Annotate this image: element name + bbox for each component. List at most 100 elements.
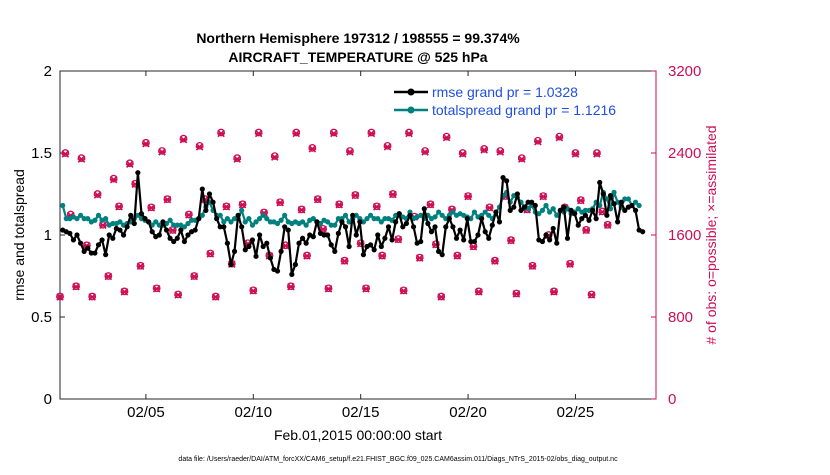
rmse-point (131, 220, 137, 227)
totalspread-point (382, 216, 388, 222)
rmse-point (74, 232, 80, 238)
rmse-point (389, 237, 395, 243)
obs-assimilated-marker (437, 293, 446, 301)
obs-possible-marker (346, 147, 354, 155)
obs-assimilated-marker (577, 196, 585, 205)
totalspread-point (332, 222, 338, 228)
rmse-point (321, 232, 327, 238)
rmse-point (110, 235, 116, 241)
rmse-point (181, 238, 188, 245)
totalspread-point (171, 222, 177, 228)
obs-assimilated-marker (324, 285, 333, 293)
obs-assimilated-marker (512, 290, 521, 298)
rmse-point (167, 235, 173, 241)
obs-assimilated-marker (362, 285, 370, 293)
obs-assimilated-marker (56, 293, 64, 301)
obs-possible-marker (405, 128, 413, 137)
legend-rmse-marker (407, 88, 415, 96)
obs-assimilated-marker (426, 200, 435, 209)
y-right-tick-label: 0 (668, 391, 676, 408)
obs-assimilated-marker (297, 206, 306, 214)
rmse-point (328, 242, 334, 248)
obs-assimilated-marker (195, 143, 204, 151)
rmse-point (450, 224, 456, 230)
obs-assimilated-marker (389, 190, 397, 199)
totalspread-point (547, 209, 553, 215)
rmse-point (95, 242, 102, 248)
totalspread-point (221, 219, 227, 225)
rmse-point (274, 268, 281, 274)
totalspread-point (468, 216, 474, 222)
rmse-point (231, 248, 238, 254)
obs-assimilated-marker (109, 175, 118, 184)
totalspread-point (103, 216, 109, 222)
obs-assimilated-marker (367, 129, 376, 138)
totalspread-point (375, 216, 381, 222)
rmse-point (253, 253, 259, 259)
totalspread-point (325, 219, 331, 225)
totalspread-point (482, 209, 488, 215)
y-right-tick-label: 3200 (668, 63, 701, 80)
rmse-point (586, 217, 592, 223)
rmse-point (615, 219, 621, 225)
rmse-point (539, 238, 546, 245)
obs-assimilated-marker (152, 285, 161, 293)
rmse-point (396, 211, 402, 217)
totalspread-point (60, 202, 66, 209)
obs-assimilated-marker (458, 150, 467, 158)
obs-assimilated-marker (394, 235, 403, 244)
obs-assimilated-marker (88, 293, 97, 301)
totalspread-point (471, 209, 478, 215)
rmse-point (382, 235, 388, 241)
rmse-point (600, 191, 606, 197)
obs-assimilated-marker (351, 191, 360, 200)
rmse-point (375, 232, 381, 238)
rmse-point (367, 242, 374, 248)
obs-assimilated-marker (571, 150, 580, 158)
obs-possible-marker (421, 147, 429, 155)
obs-assimilated-marker (475, 288, 483, 296)
rmse-point (589, 207, 596, 213)
rmse-point (206, 191, 213, 197)
totalspread-point (310, 216, 316, 222)
rmse-point (342, 224, 349, 230)
totalspread-point (246, 216, 252, 222)
obs-possible-marker (125, 159, 134, 168)
obs-assimilated-marker (555, 133, 564, 142)
rmse-point (85, 245, 91, 251)
right-axis: 0 800 1600 2400 3200 (651, 63, 701, 408)
rmse-point (81, 248, 87, 254)
legend-spread-marker (407, 106, 415, 114)
rmse-point (378, 243, 384, 250)
rmse-point (504, 178, 510, 184)
x-tick-label: 02/05 (127, 404, 165, 421)
obs-assimilated-marker (126, 160, 134, 169)
rmse-point (285, 227, 291, 233)
obs-assimilated-marker (507, 236, 515, 245)
totalspread-point (367, 212, 374, 218)
rmse-point (629, 202, 635, 209)
rmse-point (547, 237, 553, 243)
chart-title-line1: Northern Hemisphere 197312 / 198555 = 99… (196, 30, 520, 46)
rmse-point (325, 232, 331, 238)
rmse-point (174, 235, 180, 241)
totalspread-point (346, 219, 352, 225)
obs-possible-marker (179, 134, 188, 143)
rmse-point (489, 222, 495, 228)
rmse-point (92, 250, 98, 256)
totalspread-point (360, 219, 367, 225)
rmse-point (579, 216, 585, 222)
x-tick-label: 02/10 (235, 404, 273, 421)
totalspread-point (257, 216, 263, 222)
obs-assimilated-marker (158, 148, 166, 156)
rmse-point (106, 232, 112, 238)
obs-assimilated-marker (233, 155, 241, 163)
legend: rmse grand pr = 1.0328 totalspread grand… (390, 80, 652, 120)
rmse-point (267, 255, 273, 261)
totalspread-point (110, 220, 116, 227)
obs-assimilated-marker (115, 203, 123, 211)
rmse-point (618, 199, 624, 205)
obs-possible-marker (109, 174, 118, 183)
obs-assimilated-marker (517, 155, 526, 163)
rmse-point (292, 261, 299, 268)
